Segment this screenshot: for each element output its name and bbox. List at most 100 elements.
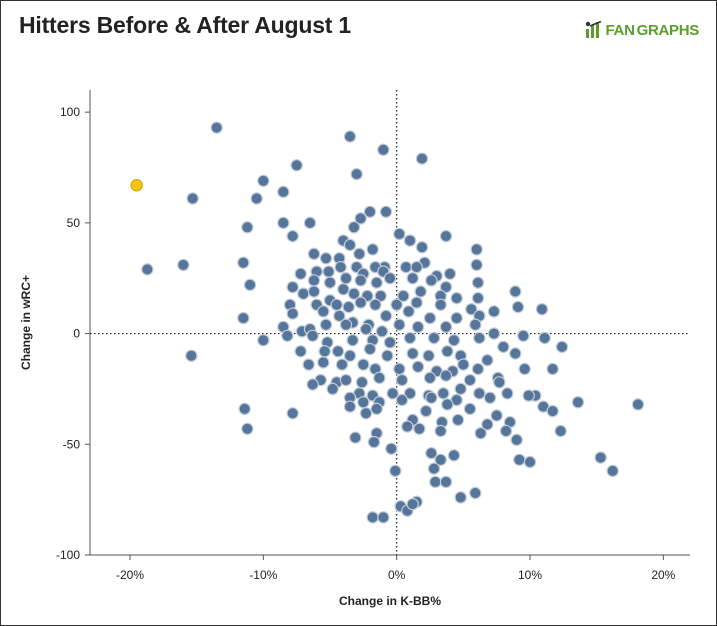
- batter-icon: [585, 21, 601, 38]
- data-point: [403, 234, 417, 247]
- data-point: [425, 274, 438, 287]
- data-point: [410, 296, 423, 309]
- data-point: [297, 287, 310, 300]
- data-point: [411, 320, 425, 334]
- data-point: [141, 263, 154, 276]
- data-point: [241, 422, 254, 435]
- data-point: [241, 221, 254, 234]
- x-tick-label: -10%: [249, 568, 277, 582]
- data-point: [377, 143, 390, 156]
- data-point: [487, 327, 501, 340]
- x-tick-label: -20%: [116, 568, 144, 582]
- brand-text-fan: FAN: [605, 21, 635, 39]
- data-point: [406, 497, 419, 511]
- data-point: [450, 311, 463, 325]
- data-point: [509, 285, 522, 298]
- data-point: [375, 325, 389, 338]
- data-point: [337, 283, 350, 296]
- data-point: [406, 272, 419, 285]
- data-point: [286, 229, 299, 243]
- chart-title: Hitters Before & After August 1: [19, 12, 352, 38]
- data-point: [366, 243, 379, 256]
- data-point: [429, 475, 442, 489]
- data-point: [434, 424, 447, 438]
- data-point: [379, 205, 393, 218]
- data-point: [377, 511, 390, 524]
- data-point: [335, 358, 349, 371]
- data-point: [481, 418, 494, 431]
- data-point: [538, 331, 551, 345]
- data-point: [307, 274, 321, 287]
- data-point: [434, 298, 447, 311]
- data-point: [357, 358, 370, 371]
- data-point: [334, 260, 347, 274]
- data-point: [350, 167, 363, 181]
- data-point: [386, 387, 399, 400]
- data-point: [342, 300, 355, 314]
- data-point: [471, 362, 485, 376]
- data-point: [354, 274, 367, 287]
- data-point: [439, 320, 453, 334]
- data-point: [343, 400, 357, 413]
- data-point: [447, 449, 461, 462]
- data-point: [501, 387, 514, 400]
- data-point: [422, 349, 435, 362]
- data-point: [294, 267, 307, 280]
- data-point: [177, 258, 190, 272]
- data-point: [554, 424, 567, 438]
- data-point: [415, 241, 429, 254]
- data-point: [383, 336, 397, 349]
- data-point: [322, 265, 335, 278]
- data-point: [395, 373, 409, 387]
- data-point: [481, 353, 494, 367]
- data-point: [281, 329, 294, 342]
- data-point: [385, 442, 398, 455]
- data-point: [370, 402, 383, 416]
- data-point: [257, 334, 270, 347]
- data-point: [451, 413, 465, 427]
- y-tick-label: 0: [73, 327, 80, 341]
- y-tick-label: 50: [67, 216, 81, 230]
- data-point: [237, 311, 250, 325]
- data-point: [631, 398, 645, 411]
- data-point: [186, 192, 199, 205]
- data-point: [425, 446, 438, 460]
- data-point: [347, 221, 361, 234]
- data-point: [441, 398, 454, 411]
- data-point: [319, 252, 333, 265]
- data-point: [343, 349, 357, 362]
- data-point: [427, 331, 441, 345]
- data-point: [439, 229, 453, 243]
- data-point: [439, 280, 453, 294]
- fangraphs-logo: FAN GRAPHS: [584, 21, 699, 39]
- data-point: [437, 387, 450, 400]
- data-point: [402, 305, 415, 318]
- data-point: [317, 305, 330, 318]
- data-point: [363, 342, 377, 356]
- data-point: [250, 192, 263, 205]
- data-point: [413, 422, 426, 435]
- data-point: [330, 298, 343, 311]
- data-point: [303, 216, 317, 230]
- data-point: [443, 267, 457, 280]
- data-point: [319, 318, 333, 331]
- data-point: [483, 391, 497, 404]
- data-point: [286, 307, 299, 320]
- data-point: [427, 462, 441, 475]
- data-point: [555, 340, 569, 354]
- data-point: [457, 358, 470, 371]
- data-point: [331, 345, 345, 358]
- data-point: [354, 296, 367, 309]
- data-point: [389, 464, 402, 478]
- y-tick-label: 100: [60, 105, 80, 119]
- data-point: [286, 280, 299, 294]
- data-point: [393, 318, 406, 331]
- data-point: [513, 453, 526, 466]
- x-tick-label: 10%: [518, 568, 542, 582]
- data-point: [323, 276, 337, 289]
- data-point: [347, 287, 361, 300]
- data-point: [487, 305, 501, 318]
- data-point: [370, 276, 383, 289]
- data-point: [381, 349, 394, 362]
